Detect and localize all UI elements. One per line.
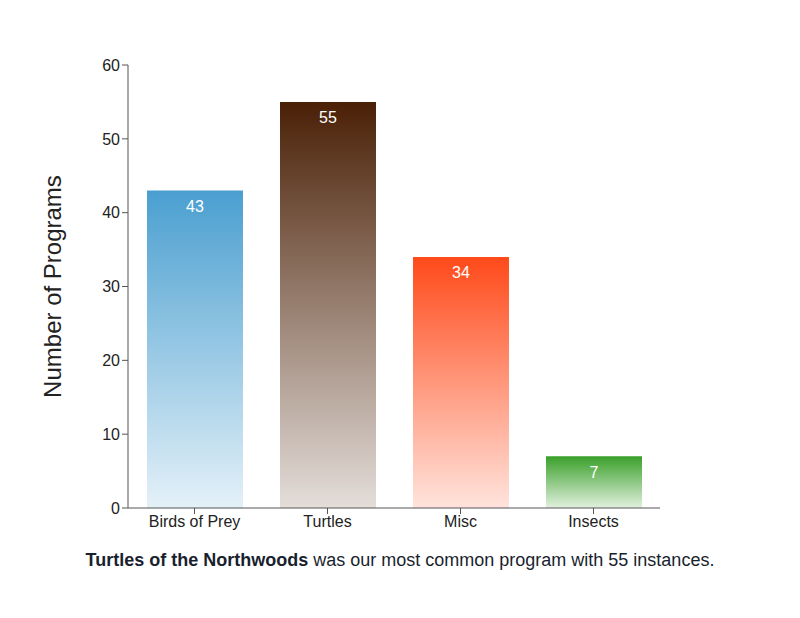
svg-text:55: 55 — [319, 109, 337, 126]
svg-text:0: 0 — [111, 500, 120, 517]
svg-text:Turtles: Turtles — [303, 513, 351, 530]
svg-text:Birds of Prey: Birds of Prey — [149, 513, 241, 530]
svg-text:60: 60 — [102, 57, 120, 74]
html-text:Turtles of the Northwoods was: Turtles of the Northwoods was our most c… — [85, 550, 715, 570]
svg-text:43: 43 — [186, 198, 204, 215]
svg-text:10: 10 — [102, 426, 120, 443]
svg-text:7: 7 — [590, 464, 599, 481]
svg-text:20: 20 — [102, 352, 120, 369]
svg-text:Insects: Insects — [568, 513, 619, 530]
svg-text:34: 34 — [452, 264, 470, 281]
svg-text:Number of Programs: Number of Programs — [39, 175, 66, 398]
svg-text:50: 50 — [102, 131, 120, 148]
svg-text:40: 40 — [102, 204, 120, 221]
svg-text:30: 30 — [102, 278, 120, 295]
svg-text:Misc: Misc — [444, 513, 477, 530]
